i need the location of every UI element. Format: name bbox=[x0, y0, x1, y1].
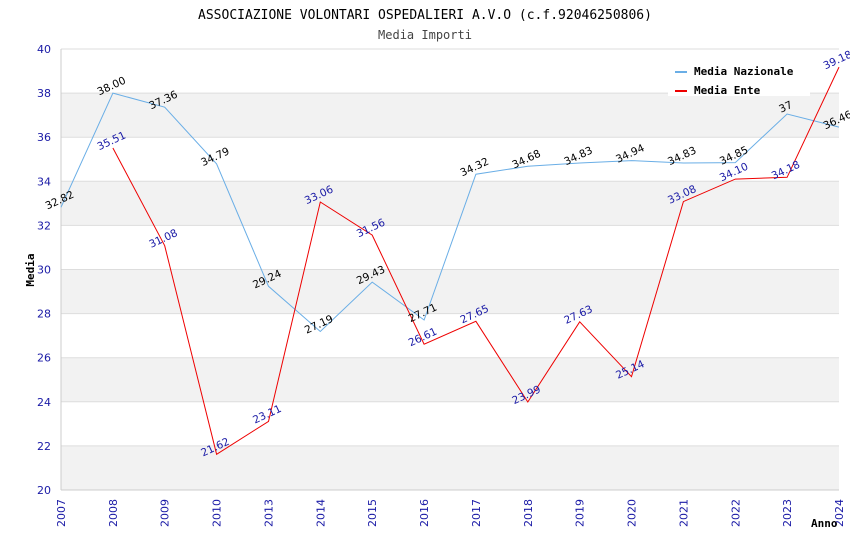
y-tick-label: 32 bbox=[37, 219, 51, 232]
chart-title: ASSOCIAZIONE VOLONTARI OSPEDALIERI A.V.O… bbox=[198, 8, 652, 23]
data-label: 34.32 bbox=[458, 156, 490, 180]
legend-label-media-nazionale: Media Nazionale bbox=[694, 65, 794, 78]
y-tick-label: 40 bbox=[37, 43, 51, 56]
legend-box bbox=[668, 60, 810, 96]
x-tick-label: 2017 bbox=[470, 499, 483, 527]
legend: Media Nazionale Media Ente bbox=[668, 60, 810, 97]
grid-band bbox=[61, 357, 839, 402]
x-tick-label: 2022 bbox=[729, 499, 742, 527]
y-tick-label: 34 bbox=[37, 175, 51, 188]
series-lines bbox=[60, 66, 840, 456]
x-tick-label: 2021 bbox=[677, 499, 690, 527]
data-label: 23.11 bbox=[251, 403, 283, 427]
x-tick-label: 2013 bbox=[262, 499, 275, 527]
data-label: 34.68 bbox=[510, 148, 542, 172]
data-label: 34.83 bbox=[562, 144, 594, 168]
x-tick-label: 2019 bbox=[574, 499, 587, 527]
x-tick-label: 2010 bbox=[211, 499, 224, 527]
x-tick-label: 2014 bbox=[314, 499, 327, 527]
x-tick-label: 2023 bbox=[781, 499, 794, 527]
data-label: 37 bbox=[777, 99, 794, 116]
x-tick-label: 2015 bbox=[366, 499, 379, 527]
y-tick-label: 38 bbox=[37, 87, 51, 100]
data-label: 34.18 bbox=[770, 159, 802, 183]
x-tick-label: 2018 bbox=[522, 499, 535, 527]
data-label: 34.83 bbox=[666, 144, 698, 168]
y-tick-labels: 20 22 24 26 28 30 32 34 36 38 40 bbox=[37, 43, 51, 497]
grid-band bbox=[61, 93, 839, 138]
grid-bands bbox=[61, 93, 839, 490]
data-label: 31.08 bbox=[147, 227, 179, 251]
x-tick-label: 2007 bbox=[55, 499, 68, 527]
grid-band bbox=[61, 181, 839, 226]
data-label: 34.94 bbox=[614, 142, 647, 166]
y-tick-label: 28 bbox=[37, 308, 51, 321]
y-tick-label: 36 bbox=[37, 131, 51, 144]
series-line-media-nazionale bbox=[60, 92, 840, 333]
x-tick-labels: 2007 2008 2009 2010 2013 2014 2015 2016 2017 2018… bbox=[55, 499, 846, 527]
y-tick-label: 24 bbox=[37, 396, 51, 409]
x-axis-label: Anno bbox=[811, 517, 838, 530]
data-label: 27.19 bbox=[303, 313, 335, 337]
chart-subtitle: Media Importi bbox=[378, 28, 472, 42]
x-tick-label: 2020 bbox=[626, 499, 639, 527]
y-axis-label: Media bbox=[24, 253, 37, 286]
x-tick-label: 2009 bbox=[159, 499, 172, 527]
y-tick-label: 26 bbox=[37, 352, 51, 365]
data-label: 39.18 bbox=[822, 49, 850, 73]
legend-label-media-ente: Media Ente bbox=[694, 84, 761, 97]
grid-band bbox=[61, 445, 839, 490]
y-tick-label: 20 bbox=[37, 484, 51, 497]
data-label: 26.61 bbox=[407, 326, 439, 350]
series-line-media-ente bbox=[112, 66, 840, 456]
grid-band bbox=[61, 269, 839, 314]
y-tick-label: 22 bbox=[37, 440, 51, 453]
x-tick-label: 2016 bbox=[418, 499, 431, 527]
axes bbox=[60, 49, 839, 491]
y-tick-label: 30 bbox=[37, 264, 51, 277]
x-tick-label: 2008 bbox=[107, 499, 120, 527]
data-label: 34.79 bbox=[199, 145, 231, 169]
x-tick-label: 2024 bbox=[833, 499, 846, 527]
